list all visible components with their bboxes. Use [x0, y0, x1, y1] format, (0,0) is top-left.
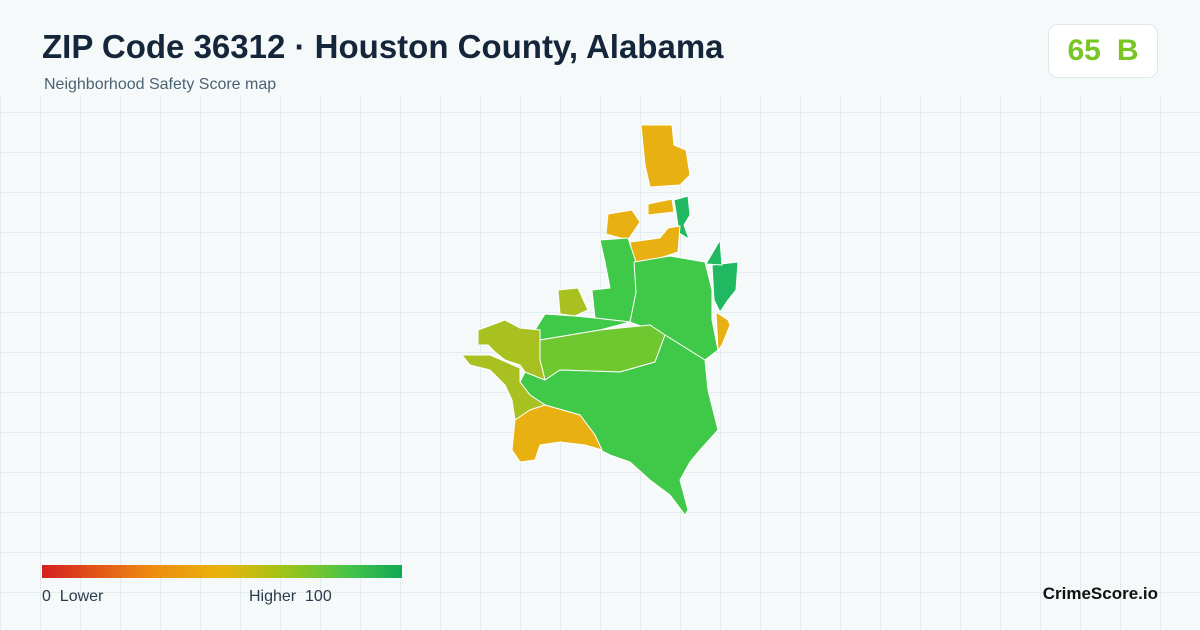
legend-gradient — [42, 565, 402, 578]
region — [511, 404, 603, 463]
score-badge: 65 B — [1048, 24, 1158, 78]
region — [591, 237, 637, 323]
legend-min: 0 Lower — [42, 588, 103, 606]
score-grade: B — [1116, 34, 1139, 67]
subtitle: Neighborhood Safety Score map — [44, 76, 277, 93]
title: ZIP Code 36312 · Houston County, Alabama — [42, 28, 724, 65]
region — [605, 209, 641, 241]
score-value: 65 — [1067, 34, 1101, 67]
region — [647, 198, 675, 216]
region — [557, 287, 589, 317]
region — [705, 239, 723, 266]
region — [477, 319, 546, 381]
brand: CrimeScore.io — [1042, 584, 1158, 603]
legend-max-label: Higher — [249, 588, 297, 605]
legend-max-value: 100 — [305, 588, 332, 605]
legend-max: Higher 100 — [249, 588, 332, 606]
region — [715, 311, 731, 351]
legend-min-value: 0 — [42, 588, 51, 605]
region — [711, 261, 739, 313]
region — [673, 195, 691, 240]
region — [640, 124, 691, 188]
legend-min-label: Lower — [59, 588, 104, 605]
